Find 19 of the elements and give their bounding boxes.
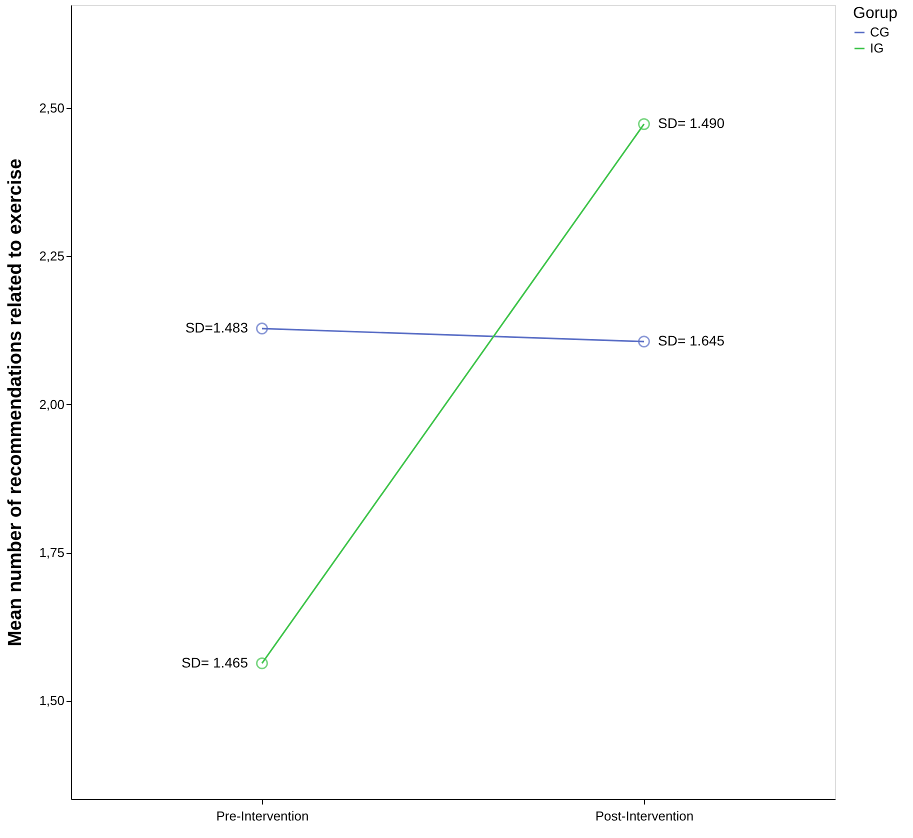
- legend-title: Gorup: [853, 5, 898, 22]
- legend-label: CG: [870, 24, 890, 40]
- annotation: SD=1.483: [185, 320, 248, 336]
- x-tick-label: Post-Intervention: [595, 808, 694, 824]
- point: [638, 118, 650, 130]
- y-tick-label: 2,25: [39, 248, 64, 264]
- annotation: SD= 1.465: [181, 654, 248, 670]
- point: [638, 336, 650, 348]
- x-tick-label: Pre-Intervention: [216, 808, 309, 824]
- annotation: SD= 1.490: [658, 115, 725, 132]
- annotation: SD= 1.645: [658, 332, 725, 349]
- legend-label: IG: [870, 40, 884, 56]
- y-tick-label: 1,50: [39, 693, 64, 708]
- y-tick-label: 1,75: [39, 545, 64, 560]
- y-tick-label: 2,00: [39, 396, 64, 412]
- y-tick-label: 2,50: [39, 100, 64, 116]
- point: [256, 322, 268, 335]
- y-axis-title: Mean number of recommendations related to exercise: [5, 158, 26, 646]
- point: [256, 657, 268, 670]
